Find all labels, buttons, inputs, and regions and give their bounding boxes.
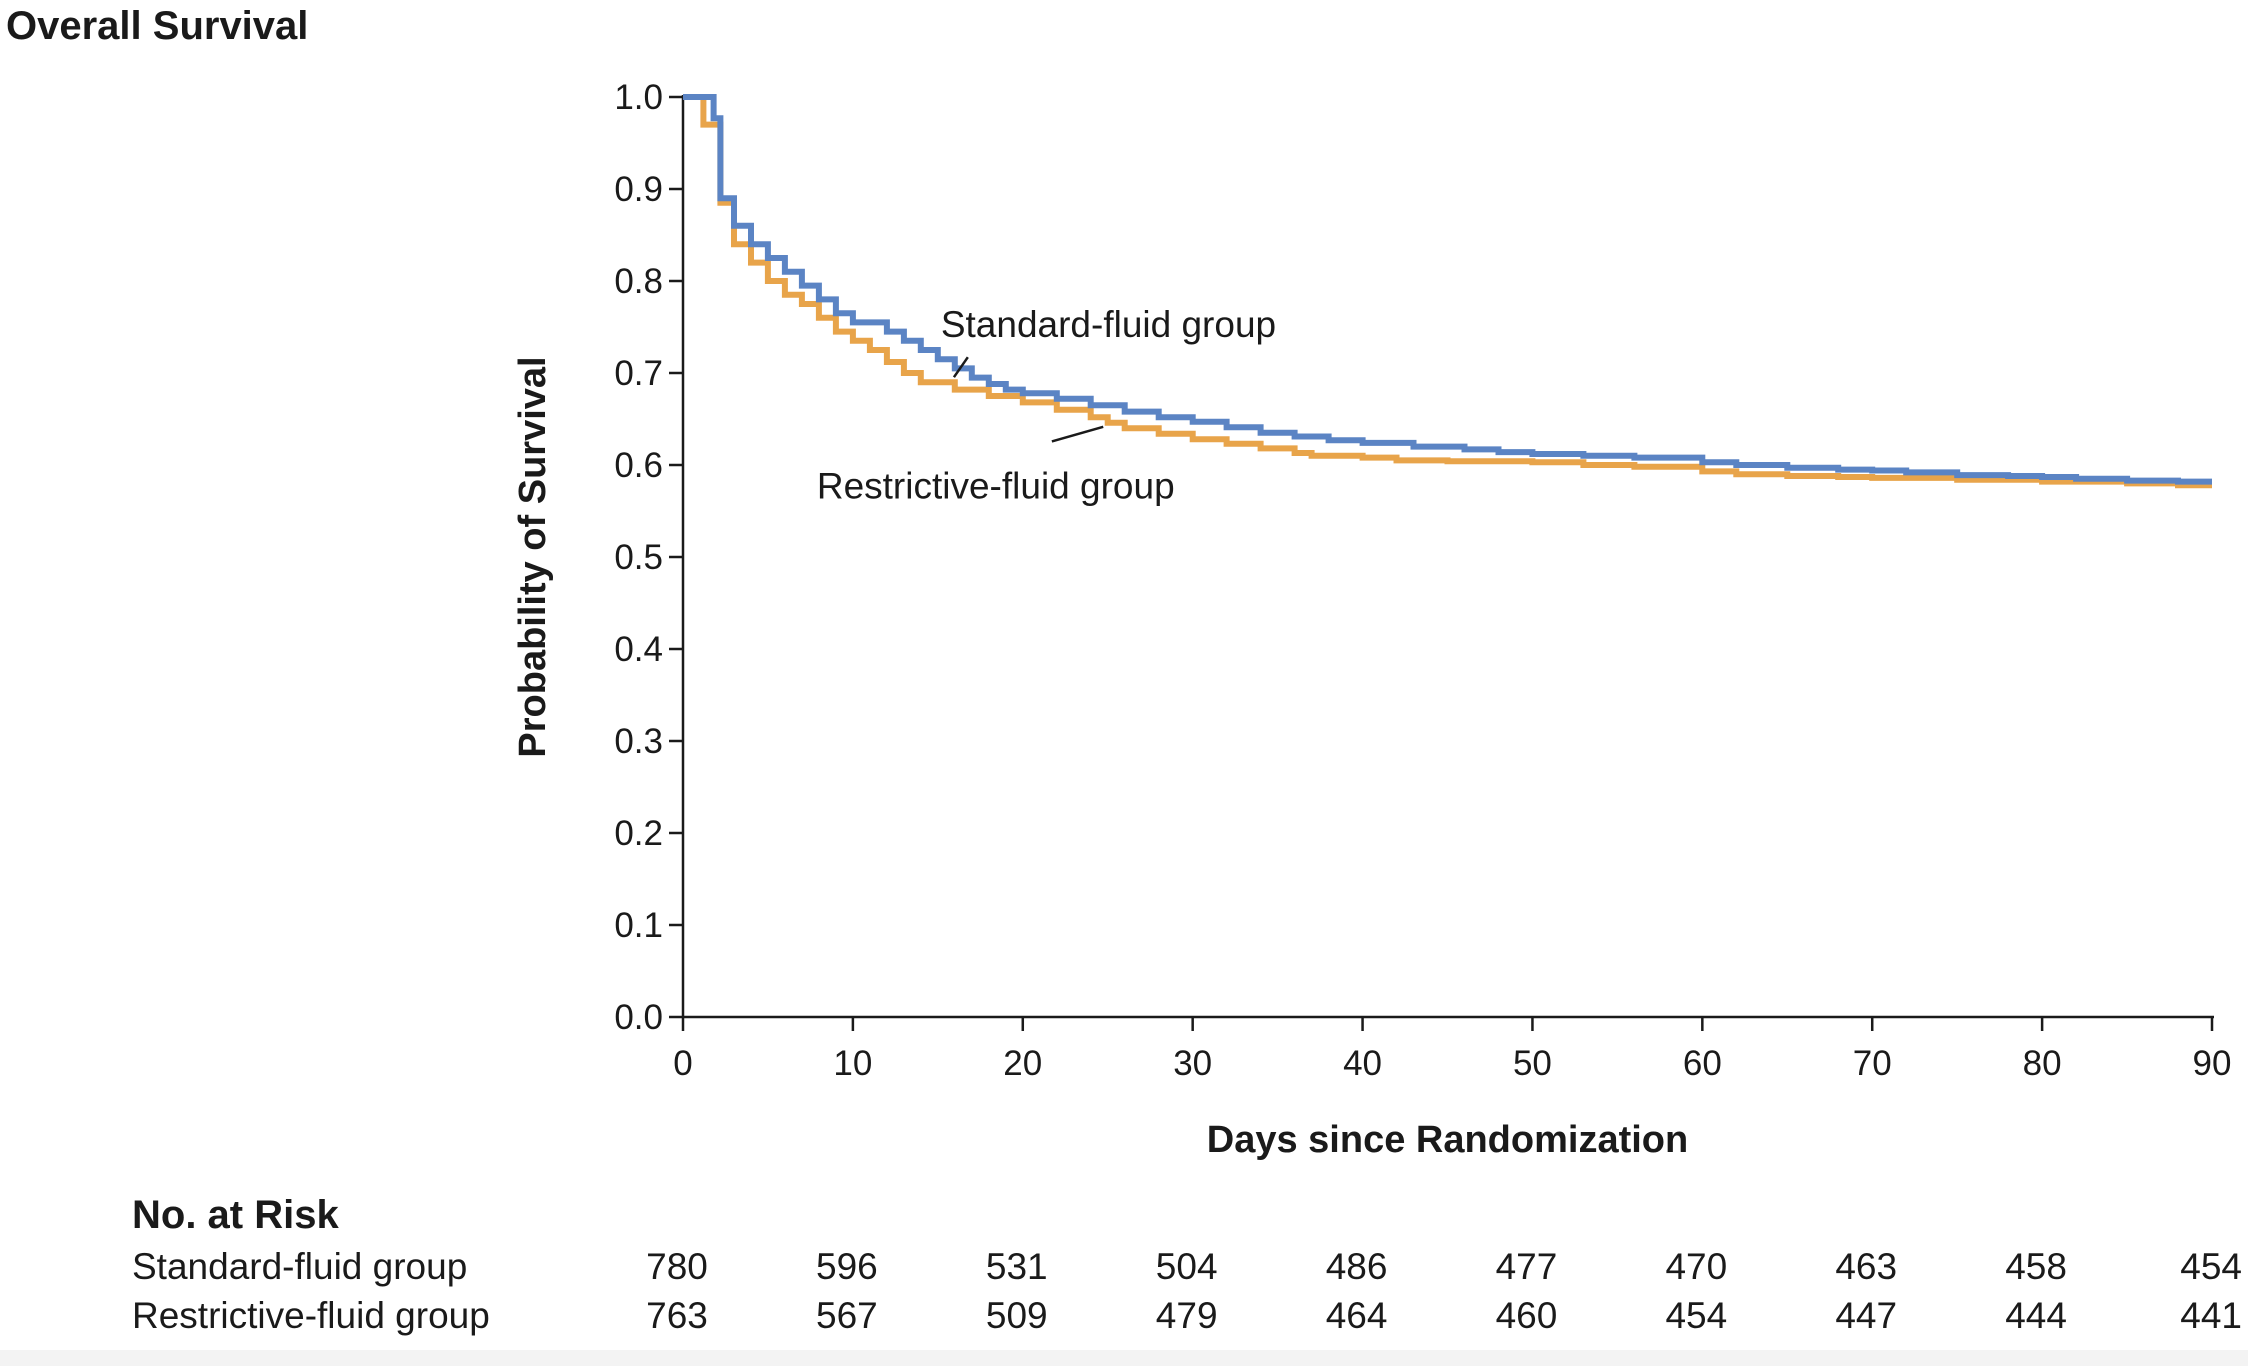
risk-table-title: No. at Risk: [132, 1193, 339, 1237]
risk-table-value: 454: [1665, 1295, 1727, 1336]
y-tick-label: 0.9: [614, 170, 663, 209]
x-tick-label: 90: [2193, 1044, 2232, 1083]
restrictive-fluid-pointer: [1051, 425, 1104, 443]
y-tick-label: 1.0: [614, 78, 663, 117]
risk-table-value: 596: [816, 1246, 878, 1287]
y-axis-label: Probability of Survival: [512, 356, 554, 757]
standard-fluid-pointer: [952, 356, 969, 378]
y-tick-label: 0.7: [614, 354, 663, 393]
x-tick-label: 0: [673, 1044, 692, 1083]
risk-table-value: 531: [986, 1246, 1048, 1287]
x-tick-label: 80: [2023, 1044, 2062, 1083]
restrictive-fluid-annotation: Restrictive-fluid group: [817, 465, 1175, 506]
x-axis-label: Days since Randomization: [1207, 1119, 1688, 1161]
risk-table-value: 454: [2180, 1246, 2242, 1287]
y-tick-label: 0.3: [614, 722, 663, 761]
risk-table-value: 477: [1496, 1246, 1558, 1287]
risk-table-value: 460: [1496, 1295, 1558, 1336]
x-tick-label: 50: [1513, 1044, 1552, 1083]
risk-table: No. at Risk Standard-fluid group 780 596 531…: [132, 1193, 2242, 1336]
chart-title: Overall Survival: [6, 4, 309, 48]
x-tick-label: 60: [1683, 1044, 1722, 1083]
x-ticks: 0 10 20 30 40 50 60 70 80 90: [673, 1017, 2231, 1083]
standard-fluid-annotation: Standard-fluid group: [941, 304, 1276, 345]
y-tick-label: 0.5: [614, 538, 663, 577]
risk-table-value: 504: [1156, 1246, 1218, 1287]
risk-table-value: 763: [646, 1295, 708, 1336]
risk-table-value: 458: [2005, 1246, 2067, 1287]
risk-table-value: 470: [1665, 1246, 1727, 1287]
risk-table-value: 780: [646, 1246, 708, 1287]
x-tick-label: 20: [1003, 1044, 1042, 1083]
risk-table-value: 464: [1326, 1295, 1388, 1336]
y-tick-label: 0.1: [614, 906, 663, 945]
y-tick-label: 0.6: [614, 446, 663, 485]
risk-table-value: 479: [1156, 1295, 1218, 1336]
risk-table-value: 447: [1835, 1295, 1897, 1336]
page-bottom-band: [0, 1350, 2248, 1366]
x-tick-label: 30: [1173, 1044, 1212, 1083]
risk-table-value: 441: [2180, 1295, 2242, 1336]
standard-fluid-survival-line: [683, 94, 2212, 485]
x-tick-label: 70: [1853, 1044, 1892, 1083]
restrictive-fluid-survival-line: [683, 94, 2212, 489]
x-tick-label: 40: [1343, 1044, 1382, 1083]
y-tick-label: 0.0: [614, 998, 663, 1037]
risk-table-row-label: Restrictive-fluid group: [132, 1295, 490, 1336]
y-tick-label: 0.8: [614, 262, 663, 301]
risk-table-value: 567: [816, 1295, 878, 1336]
y-tick-label: 0.4: [614, 630, 663, 669]
risk-table-value: 509: [986, 1295, 1048, 1336]
risk-table-row-label: Standard-fluid group: [132, 1246, 467, 1287]
risk-table-value: 463: [1835, 1246, 1897, 1287]
risk-table-value: 486: [1326, 1246, 1388, 1287]
y-tick-label: 0.2: [614, 814, 663, 853]
risk-table-value: 444: [2005, 1295, 2067, 1336]
y-ticks: 0.0 0.1 0.2 0.3 0.4 0.5 0.6 0.7 0.8 0.9 1.0: [614, 78, 683, 1037]
x-tick-label: 10: [833, 1044, 872, 1083]
